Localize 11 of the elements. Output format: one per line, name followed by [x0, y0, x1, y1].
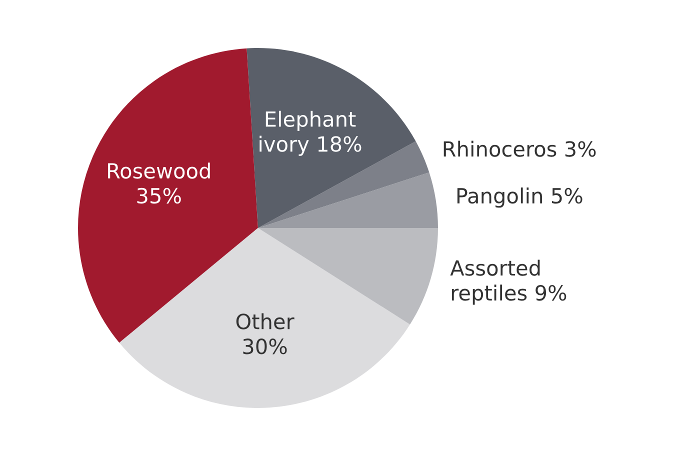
data-label: 30%	[243, 338, 287, 354]
slice-label: Rhinoceros 3%	[444, 140, 596, 157]
slice-label: Pangolin 5%	[457, 188, 582, 208]
slice-label: Rosewood	[108, 162, 210, 179]
slice-label: Elephant ivory 18%	[260, 110, 362, 156]
pie-slice	[119, 228, 410, 408]
pie-slice	[258, 172, 438, 228]
data-label: 35%	[137, 188, 181, 204]
slice-label: Other	[236, 313, 294, 330]
pie-slice	[246, 48, 416, 228]
slice-label: Assorted reptiles 9%	[450, 260, 566, 305]
